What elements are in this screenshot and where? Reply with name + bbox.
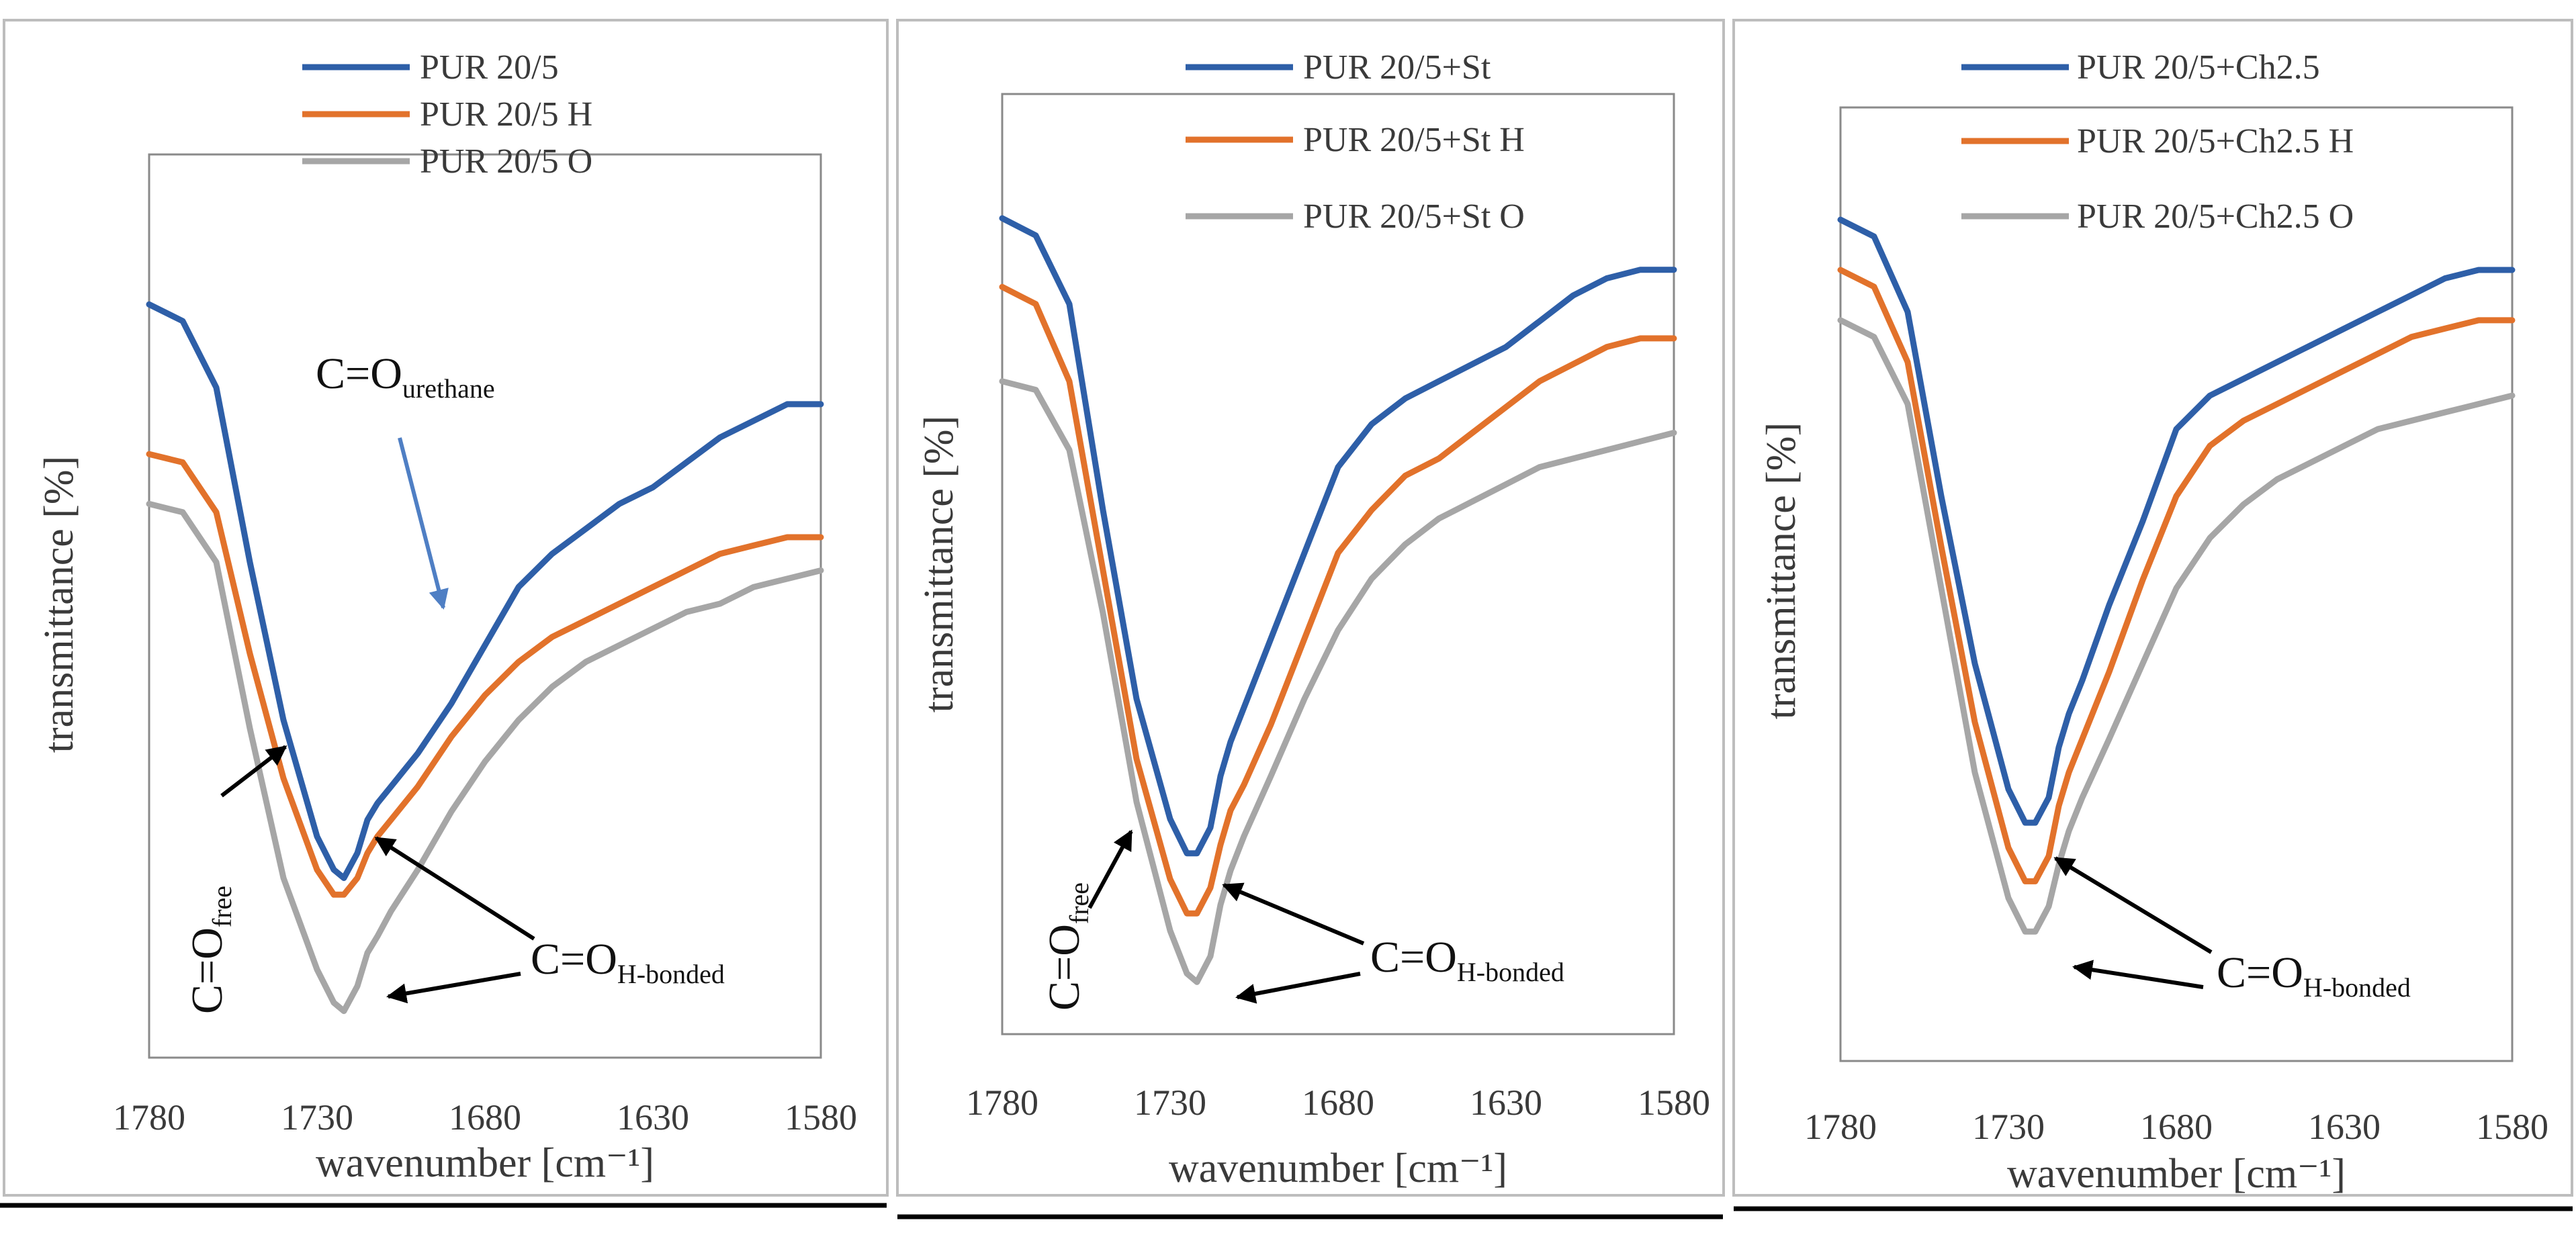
panel-3-x-axis-label: wavenumber [cm⁻¹] [2007,1151,2346,1197]
series-line-pur-20-5-st-h [999,283,1677,917]
annotation-c-o-h-bonded: C=OH-bonded [531,935,725,989]
annotation-c-o-h-bonded: C=OH-bonded [1370,933,1564,987]
panel-3-legend: PUR 20/5+Ch2.5 PUR 20/5+Ch2.5 H PUR 20/5… [1961,48,2354,236]
annotation-c-o-urethane: C=Ourethane [316,349,495,404]
series-line-pur-20-5 [146,301,824,881]
annotation-main: C=O [183,927,232,1014]
panel-2-plot-area [1001,93,1675,1035]
annotation-c-o-free: C=Ofree [183,886,237,1014]
panel-2: PUR 20/5+St PUR 20/5+St H PUR 20/5+St O … [896,19,1725,1197]
legend-label-pur-20-5-o: PUR 20/5 O [420,142,592,181]
panel-3: PUR 20/5+Ch2.5 PUR 20/5+Ch2.5 H PUR 20/5… [1732,19,2573,1197]
x-tick-label: 1580 [1638,1082,1710,1123]
arrow-free [1087,829,1133,909]
panel-3-series [1837,216,2516,935]
legend-label-pur-20-5-ch2-5: PUR 20/5+Ch2.5 [2077,48,2320,87]
panel-2-legend: PUR 20/5+St PUR 20/5+St H PUR 20/5+St O [1186,48,1525,236]
annotation-main: C=O [1040,924,1089,1011]
annotation-c-o-h-bonded: C=OH-bonded [2217,948,2411,1003]
annotation-sub: urethane [402,373,495,404]
series-line-pur-20-5-h [146,451,824,898]
svg-text:C=Ofree: C=Ofree [1040,882,1094,1011]
annotation-main: C=O [316,349,402,398]
series-line-pur-20-5-ch2-5-h [1837,267,2516,884]
panel-1-y-axis-label: transmittance [%] [36,456,82,753]
x-tick-label: 1780 [113,1097,185,1138]
panel-2-x-ticks: 1780 1730 1680 1630 1580 [966,1082,1710,1123]
legend-label-pur-20-5-st: PUR 20/5+St [1303,48,1491,87]
arrow-h-bonded-lower [1235,972,1361,1004]
arrow-h-bonded-upper [374,836,535,941]
x-tick-label: 1780 [1804,1107,1877,1147]
series-line-pur-20-5-o [146,500,824,1015]
legend-label-pur-20-5-h: PUR 20/5 H [420,95,592,134]
svg-text:C=Ofree: C=Ofree [183,886,237,1014]
panel-2-x-axis-label: wavenumber [cm⁻¹] [1169,1146,1507,1191]
panel-1-plot-area [148,153,822,1059]
x-tick-label: 1680 [449,1097,521,1138]
arrow-h-bonded-lower [2072,960,2204,989]
x-tick-label: 1630 [1470,1082,1542,1123]
panel-1-x-axis-label: wavenumber [cm⁻¹] [316,1140,654,1186]
legend-label-pur-20-5-ch2-5-h: PUR 20/5+Ch2.5 H [2077,122,2354,160]
panel-2-frame [896,19,1725,1197]
annotation-main: C=O [2217,948,2303,997]
x-tick-label: 1730 [281,1097,353,1138]
x-tick-label: 1580 [785,1097,857,1138]
x-tick-label: 1630 [2308,1107,2381,1147]
arrow-h-bonded-upper [2053,856,2213,954]
panel-3-plot-area [1839,106,2514,1062]
annotation-main: C=O [531,935,617,984]
panel-3-y-axis-label: transmittance [%] [1759,422,1804,719]
legend-label-pur-20-5: PUR 20/5 [420,48,559,87]
panel-1-series [146,301,824,1015]
x-tick-label: 1580 [2476,1107,2548,1147]
panel-1-legend: PUR 20/5 PUR 20/5 H PUR 20/5 O [302,48,592,181]
panel-3-frame [1732,19,2573,1197]
annotation-sub: free [1064,882,1094,924]
panel-2-series [999,215,1677,985]
annotation-c-o-free: C=Ofree [1040,882,1094,1011]
x-tick-label: 1630 [617,1097,689,1138]
arrow-free [220,745,287,798]
x-tick-label: 1730 [1134,1082,1206,1123]
panel-1: PUR 20/5 PUR 20/5 H PUR 20/5 O 1780 1730… [3,19,889,1197]
arrow-h-bonded-upper [1222,882,1365,945]
x-tick-label: 1730 [1972,1107,2045,1147]
arrow-h-bonded-lower [386,972,521,1004]
panel-3-x-ticks: 1780 1730 1680 1630 1580 [1804,1107,2548,1147]
series-line-pur-20-5-ch2-5-o [1837,317,2516,935]
panel-2-y-axis-label: transmittance [%] [916,416,962,712]
legend-label-pur-20-5-st-o: PUR 20/5+St O [1303,197,1525,236]
legend-label-pur-20-5-ch2-5-o: PUR 20/5+Ch2.5 O [2077,197,2354,236]
panel-1-x-ticks: 1780 1730 1680 1630 1580 [113,1097,857,1138]
series-line-pur-20-5-ch2-5 [1837,216,2516,826]
panel-1-frame [3,19,889,1197]
x-tick-label: 1780 [966,1082,1038,1123]
series-line-pur-20-5-st-o [999,378,1677,985]
arrow-urethane [398,437,449,610]
x-tick-label: 1680 [1302,1082,1374,1123]
x-tick-label: 1680 [2140,1107,2213,1147]
annotation-sub: H-bonded [1457,957,1564,987]
annotation-sub: H-bonded [617,959,725,989]
annotation-sub: H-bonded [2303,972,2411,1003]
series-line-pur-20-5-st [999,215,1677,857]
legend-label-pur-20-5-st-h: PUR 20/5+St H [1303,121,1525,159]
annotation-sub: free [207,886,237,927]
annotation-main: C=O [1370,933,1457,982]
